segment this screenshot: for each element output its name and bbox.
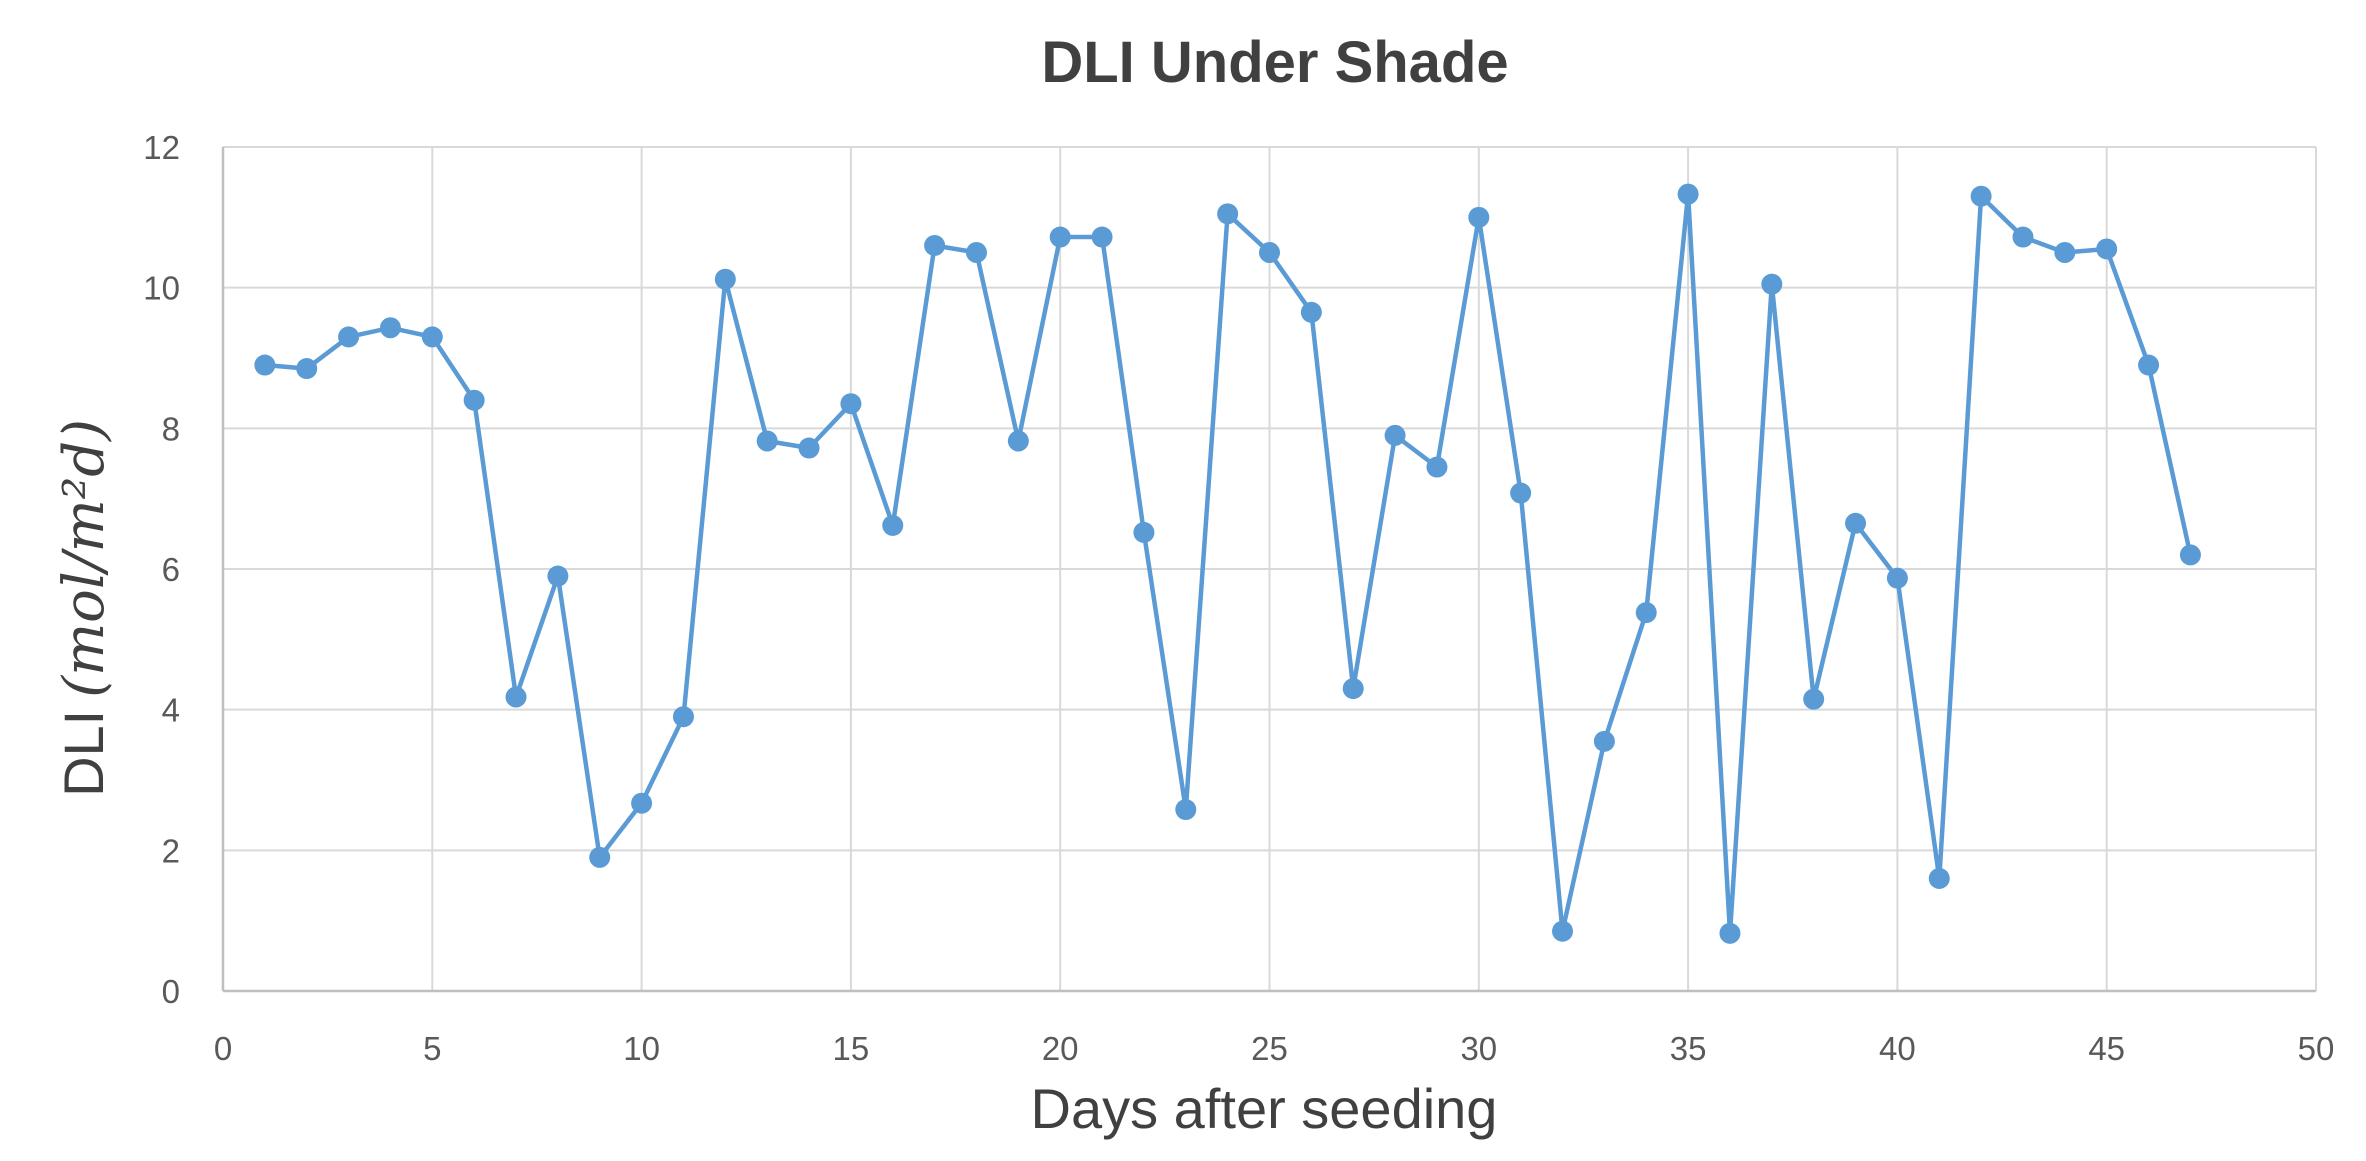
data-point — [338, 326, 360, 348]
data-point — [672, 706, 694, 728]
y-tick-label: 8 — [162, 410, 180, 447]
data-point — [714, 268, 736, 290]
data-point — [1384, 424, 1406, 446]
y-axis-label-name: DLI — [52, 710, 115, 797]
data-point — [1552, 920, 1574, 942]
y-tick-label: 6 — [162, 551, 180, 588]
data-point — [2138, 354, 2160, 376]
data-point — [1342, 678, 1364, 700]
x-axis-label: Days after seeding — [1031, 1077, 1498, 1140]
data-point — [1133, 521, 1155, 543]
data-point — [2054, 242, 2076, 263]
data-point — [1593, 730, 1615, 752]
data-point — [924, 234, 946, 256]
x-tick-label: 40 — [1879, 1030, 1916, 1067]
data-point — [798, 437, 820, 459]
data-point — [1928, 867, 1950, 889]
series-line — [264, 191, 2193, 936]
data-point — [1970, 185, 1992, 207]
data-point — [547, 565, 569, 587]
x-tick-label: 35 — [1670, 1030, 1707, 1067]
data-point — [254, 354, 276, 376]
grid-lines — [223, 146, 2317, 991]
data-point — [756, 430, 778, 452]
data-point — [421, 326, 443, 348]
data-point — [1259, 242, 1280, 263]
data-point — [965, 242, 987, 263]
y-tick-label: 4 — [162, 692, 180, 729]
x-tick-label: 50 — [2298, 1030, 2335, 1067]
y-tick-label: 0 — [162, 973, 180, 1010]
x-tick-label: 15 — [833, 1030, 870, 1067]
series-layer — [254, 183, 2201, 944]
x-tick-label: 20 — [1042, 1030, 1079, 1067]
data-point — [2012, 226, 2034, 248]
axes — [221, 147, 2316, 993]
data-point — [1091, 226, 1113, 248]
data-point — [1635, 602, 1657, 624]
data-point — [1426, 456, 1448, 478]
y-tick-label: 12 — [143, 129, 180, 166]
data-point — [631, 792, 653, 814]
x-tick-label: 30 — [1460, 1030, 1497, 1067]
x-tick-label: 0 — [214, 1030, 232, 1067]
data-point — [1719, 922, 1741, 944]
data-point — [1468, 206, 1490, 228]
data-point — [379, 317, 401, 339]
x-tick-label: 45 — [2088, 1030, 2125, 1067]
data-point — [1175, 799, 1197, 821]
chart-title: DLI Under Shade — [1041, 30, 1508, 95]
data-point — [1845, 512, 1867, 534]
x-tick-label: 25 — [1251, 1030, 1288, 1067]
y-tick-label: 10 — [143, 270, 180, 307]
x-tick-label: 5 — [423, 1030, 441, 1067]
data-point — [1886, 567, 1908, 589]
x-tick-label: 10 — [623, 1030, 660, 1067]
data-point — [1300, 301, 1322, 323]
y-axis-label: DLI (mol/m²d) — [52, 419, 117, 797]
data-point — [1007, 430, 1029, 452]
data-point — [882, 514, 904, 536]
data-point — [2096, 238, 2118, 260]
y-axis-label-unit: (mol/m²d) — [52, 419, 117, 698]
data-point — [840, 393, 862, 415]
data-point — [296, 358, 318, 380]
data-point — [1761, 273, 1783, 295]
y-tick-label: 2 — [162, 832, 180, 869]
data-point — [1049, 226, 1071, 248]
data-point — [1803, 688, 1825, 710]
data-point — [589, 846, 611, 868]
tick-labels: 0 2 4 6 8 10 12 0 5 10 15 20 25 30 35 40 45 50 — [143, 129, 2334, 1067]
data-point — [1217, 203, 1239, 225]
data-point — [1510, 482, 1532, 504]
data-point — [463, 389, 485, 411]
data-point — [2179, 544, 2201, 566]
data-point — [1677, 183, 1699, 205]
data-point — [505, 686, 527, 708]
